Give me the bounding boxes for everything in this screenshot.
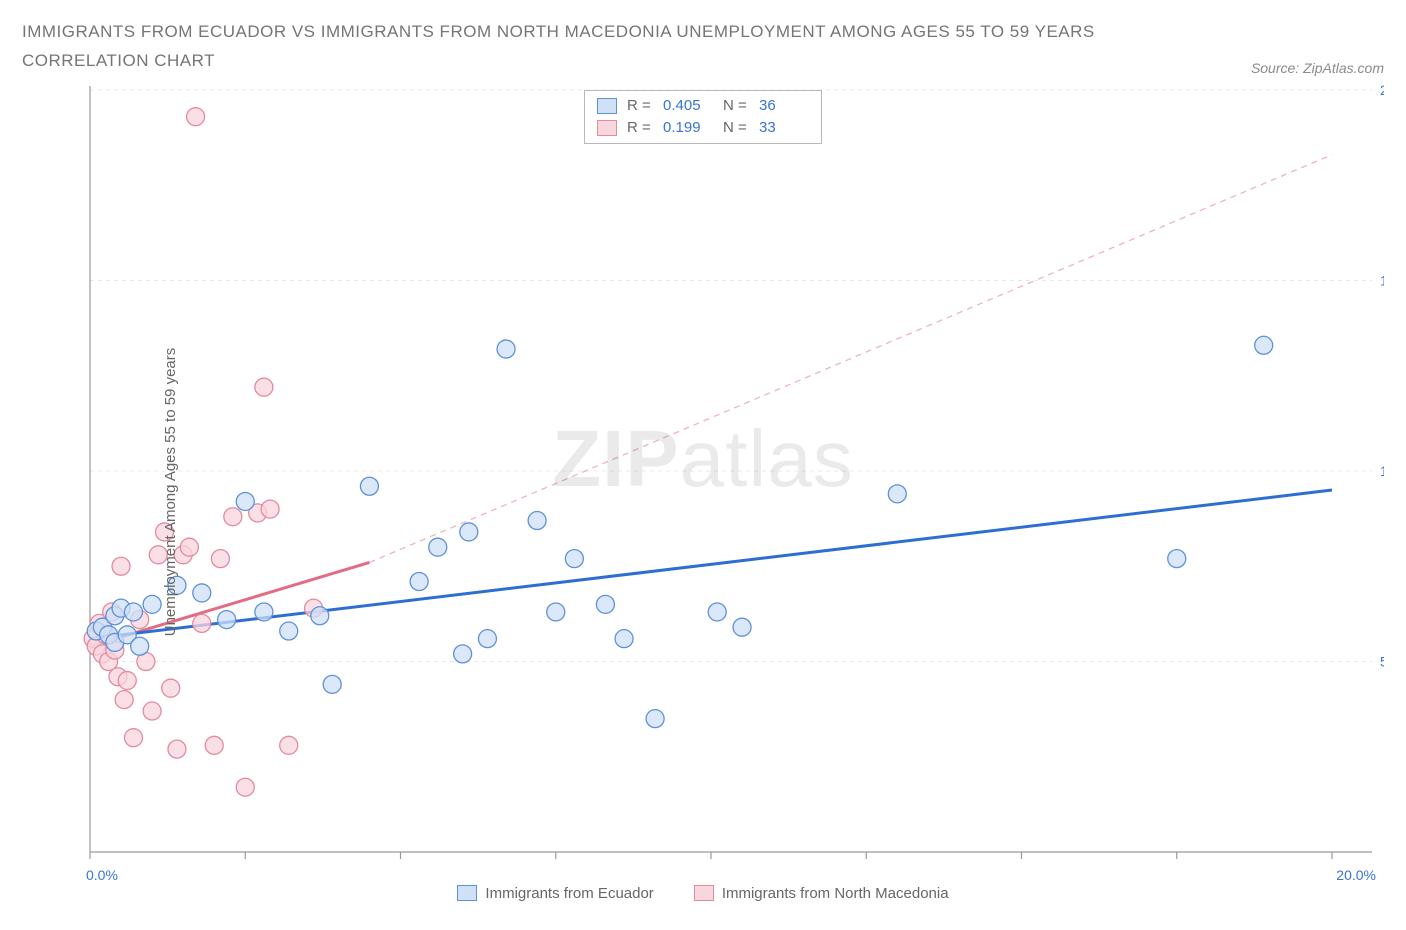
swatch-macedonia [597, 120, 617, 136]
svg-text:15.0%: 15.0% [1380, 272, 1384, 288]
series-legend: Immigrants from Ecuador Immigrants from … [22, 885, 1384, 902]
stats-row-ecuador: R = 0.405 N = 36 [597, 95, 809, 117]
r-value-macedonia: 0.199 [663, 119, 713, 136]
svg-text:20.0%: 20.0% [1336, 867, 1376, 883]
stats-legend: R = 0.405 N = 36 R = 0.199 N = 33 [584, 90, 822, 144]
correlation-chart: Unemployment Among Ages 55 to 59 years 5… [22, 82, 1384, 902]
chart-title-line2: CORRELATION CHART [22, 47, 215, 76]
title-block: IMMIGRANTS FROM ECUADOR VS IMMIGRANTS FR… [22, 18, 1384, 76]
legend-item-ecuador: Immigrants from Ecuador [457, 885, 653, 902]
svg-text:5.0%: 5.0% [1380, 653, 1384, 669]
swatch-ecuador [597, 98, 617, 114]
n-value-ecuador: 36 [759, 97, 809, 114]
source-label: Source: ZipAtlas.com [1251, 60, 1384, 76]
chart-title-line1: IMMIGRANTS FROM ECUADOR VS IMMIGRANTS FR… [22, 18, 1384, 47]
svg-text:20.0%: 20.0% [1380, 82, 1384, 98]
svg-text:10.0%: 10.0% [1380, 463, 1384, 479]
svg-text:0.0%: 0.0% [86, 867, 118, 883]
legend-item-macedonia: Immigrants from North Macedonia [694, 885, 949, 902]
scatter-plot-svg: 5.0% 10.0% 15.0% 20.0% 0.0% 20.0% [22, 82, 1384, 902]
r-value-ecuador: 0.405 [663, 97, 713, 114]
swatch-ecuador [457, 885, 477, 901]
n-value-macedonia: 33 [759, 119, 809, 136]
y-axis-label: Unemployment Among Ages 55 to 59 years [162, 348, 179, 637]
stats-row-macedonia: R = 0.199 N = 33 [597, 117, 809, 139]
swatch-macedonia [694, 885, 714, 901]
